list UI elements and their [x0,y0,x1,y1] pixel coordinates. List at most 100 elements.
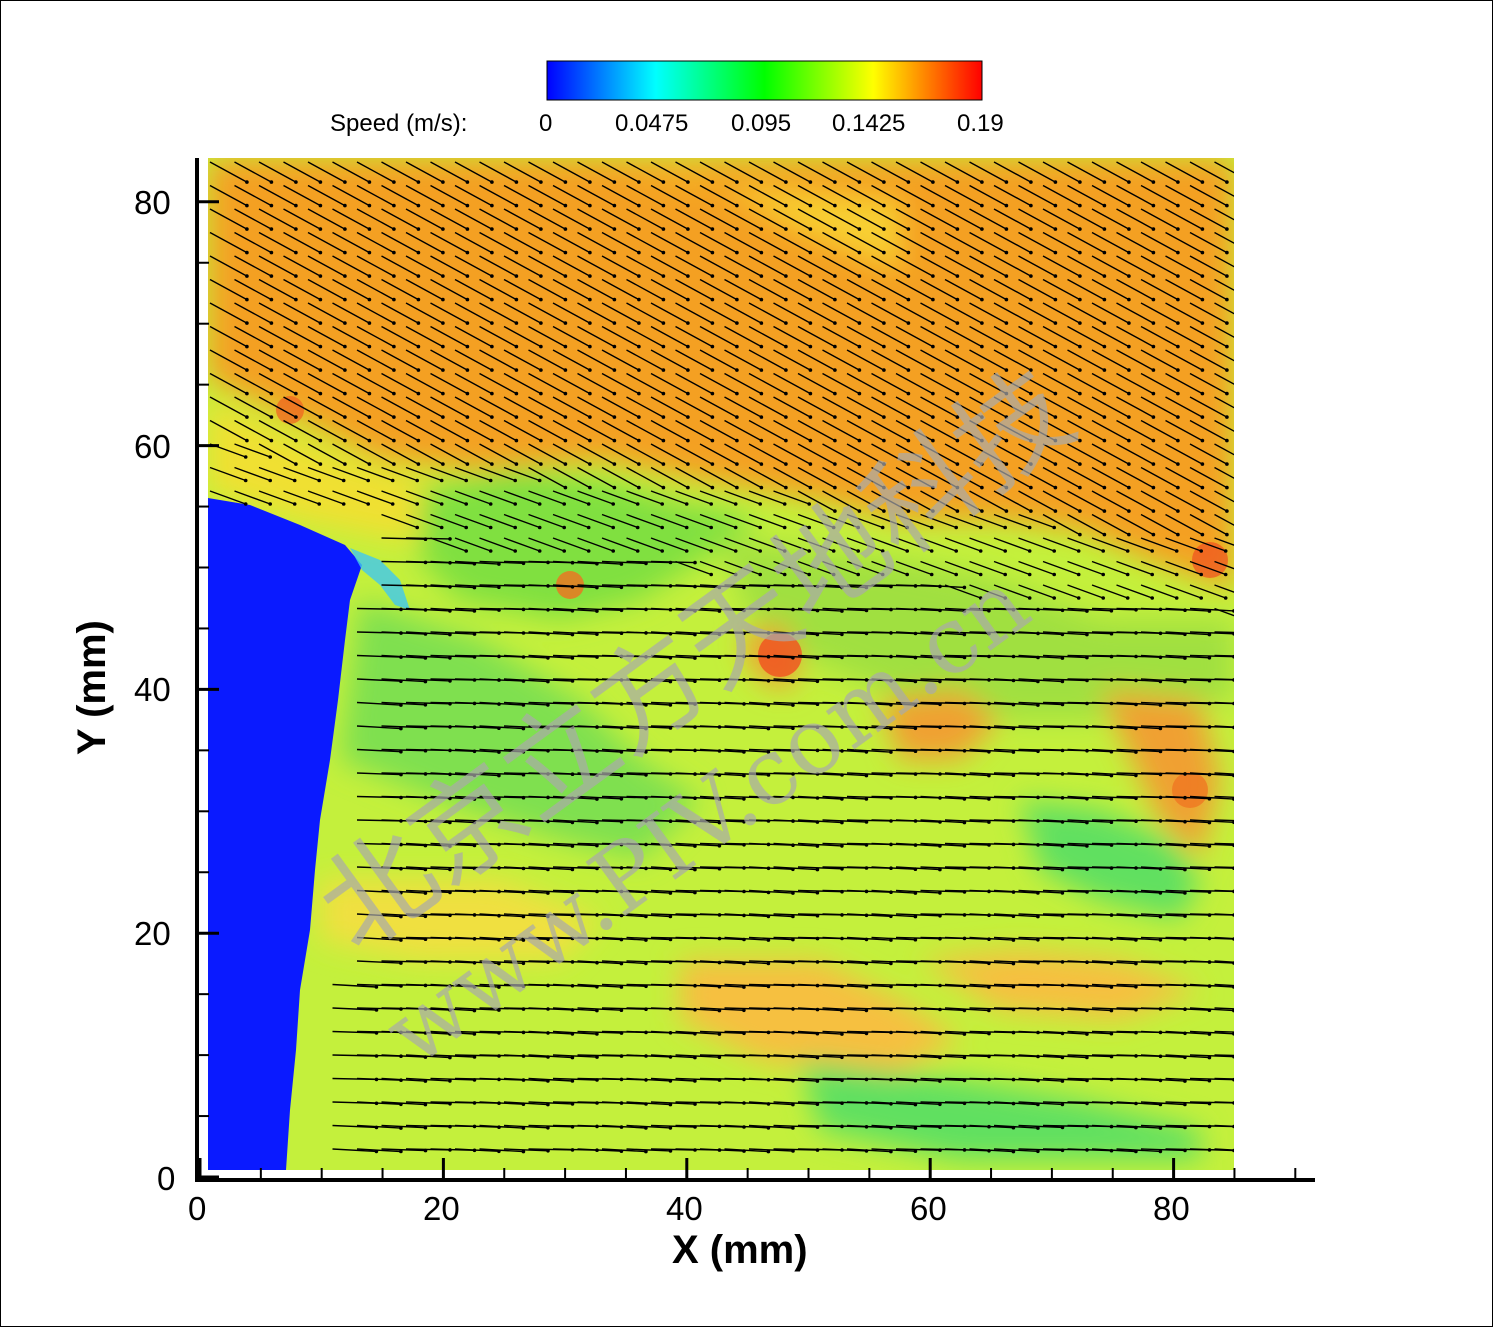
vector-head [906,368,911,372]
velocity-vector [1140,255,1179,277]
vector-head [1257,774,1261,778]
velocity-vector [895,349,934,371]
velocity-vector [503,490,540,505]
velocity-vector [1239,985,1253,989]
velocity-vector [528,419,566,442]
vector-head [392,462,396,466]
velocity-vector [748,184,787,207]
velocity-vector [626,654,671,659]
vector-head [1125,549,1130,553]
velocity-vector [381,161,419,183]
vector-head [1053,297,1058,302]
vector-head [693,867,697,872]
velocity-vector [797,654,843,659]
vector-head [514,321,519,325]
vector-head [1060,679,1065,684]
vector-head [1251,1080,1255,1084]
velocity-vector [895,396,934,418]
velocity-vector [822,419,860,442]
velocity-vector [234,302,272,324]
velocity-vector [1189,396,1228,418]
velocity-vector [356,866,402,870]
velocity-vector [1140,913,1186,917]
velocity-vector [626,184,664,207]
velocity-vector [1042,255,1081,277]
velocity-vector [626,913,671,918]
velocity-vector [381,349,419,371]
velocity-vector [699,1054,745,1057]
vector-head [343,368,347,372]
vector-head [931,368,935,372]
velocity-vector [503,748,549,752]
velocity-vector [871,466,909,489]
velocity-vector [479,325,517,348]
vector-head [980,344,984,349]
velocity-vector [356,1148,401,1153]
velocity-vector [895,1148,941,1151]
vector-head [1078,227,1082,231]
velocity-vector [944,443,983,465]
velocity-vector [920,513,957,529]
velocity-vector [871,443,909,465]
vector-head [416,250,421,255]
vector-head [684,502,689,506]
vector-head [857,485,862,490]
vector-head [833,250,837,255]
velocity-vector [1165,466,1203,489]
vector-head [465,297,470,302]
vector-head [490,274,494,278]
velocity-vector [503,1148,549,1152]
vector-head [294,368,298,372]
vector-head [1127,321,1131,325]
velocity-vector [454,396,493,418]
velocity-vector [1214,161,1234,174]
vector-head [660,502,664,506]
velocity-vector [430,490,467,505]
velocity-vector [1042,184,1081,207]
velocity-vector [1189,560,1226,576]
velocity-vector [920,490,958,512]
vector-head [1257,866,1261,870]
velocity-vector [1067,537,1104,552]
velocity-vector [283,466,320,482]
velocity-vector [675,396,713,418]
colorbar-label: Speed (m/s): [330,110,468,137]
vector-head [807,549,811,553]
velocity-vector [1239,632,1253,636]
velocity-vector [1239,656,1253,660]
velocity-vector [699,278,738,301]
vector-head [686,368,690,372]
velocity-vector [748,278,787,301]
velocity-vector [1214,725,1234,728]
vector-head [1134,985,1138,989]
velocity-vector [797,278,836,301]
velocity-vector [650,161,689,183]
vector-head [1004,250,1009,255]
velocity-vector [871,1077,916,1082]
velocity-vector [209,208,248,230]
vector-head [717,1055,722,1059]
velocity-vector [773,701,818,705]
vector-head [1250,462,1254,466]
vector-head [857,391,862,396]
velocity-vector [1239,327,1251,334]
velocity-vector [1018,631,1063,636]
vector-head [784,274,788,278]
velocity-vector [797,302,836,324]
vector-head [619,562,624,566]
vector-head [367,391,372,396]
vector-head [1250,588,1254,592]
velocity-vector [503,537,540,552]
vector-head [399,938,403,942]
vector-head [668,891,673,895]
velocity-vector [479,1101,524,1105]
vector-head [546,914,550,919]
velocity-vector [748,654,793,659]
vector-head [857,509,862,513]
velocity-vector [479,537,516,552]
vector-head [490,391,494,396]
velocity-vector [1018,1148,1063,1151]
vector-head [1207,656,1212,660]
vector-head [906,485,911,490]
velocity-vector [675,1054,720,1058]
